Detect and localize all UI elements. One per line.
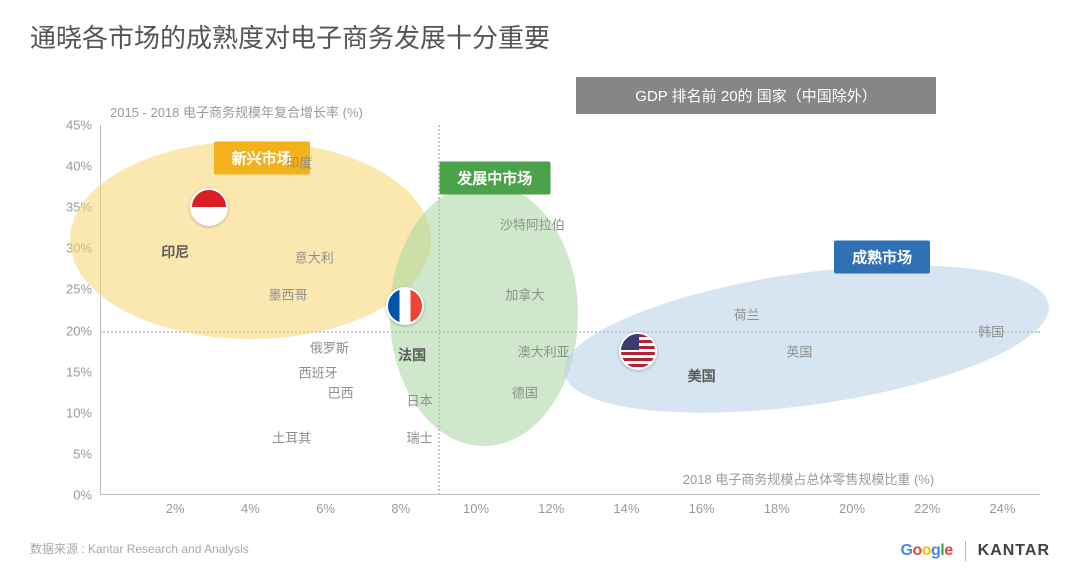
country-label: 荷兰: [734, 305, 760, 324]
y-tick-label: 5%: [52, 446, 92, 461]
country-label: 日本: [407, 391, 433, 410]
country-label: 印度: [286, 153, 312, 172]
x-tick-label: 8%: [391, 501, 410, 516]
country-label: 沙特阿拉伯: [500, 214, 565, 233]
logo-divider: [965, 541, 966, 561]
highlight-label: 法国: [398, 345, 426, 365]
y-axis-title: 2015 - 2018 电子商务规模年复合增长率 (%): [110, 102, 363, 121]
y-tick-label: 40%: [52, 159, 92, 174]
country-label: 西班牙: [299, 362, 338, 381]
y-tick-label: 10%: [52, 405, 92, 420]
highlight-label: 印尼: [161, 242, 189, 262]
x-axis-title: 2018 电子商务规模占总体零售规模比重 (%): [683, 469, 934, 488]
country-label: 土耳其: [272, 428, 311, 447]
flag-france-icon: [386, 287, 424, 325]
y-axis-line: [100, 125, 101, 495]
scatter-chart: 0%5%10%15%20%25%30%35%40%45%2%4%6%8%10%1…: [100, 125, 1040, 495]
kantar-logo: KANTAR: [978, 542, 1050, 560]
page-title: 通晓各市场的成熟度对电子商务发展十分重要: [30, 18, 550, 55]
google-logo: Google: [900, 542, 952, 560]
x-tick-label: 4%: [241, 501, 260, 516]
x-tick-label: 6%: [316, 501, 335, 516]
x-tick-label: 18%: [764, 501, 790, 516]
country-label: 澳大利亚: [518, 342, 570, 361]
x-tick-label: 16%: [689, 501, 715, 516]
country-label: 瑞士: [407, 428, 433, 447]
country-label: 加拿大: [505, 284, 544, 303]
country-label: 英国: [786, 342, 812, 361]
x-tick-label: 12%: [538, 501, 564, 516]
y-tick-label: 25%: [52, 282, 92, 297]
country-label: 俄罗斯: [310, 338, 349, 357]
flag-usa-icon: [619, 332, 657, 370]
x-tick-label: 2%: [166, 501, 185, 516]
x-tick-label: 20%: [839, 501, 865, 516]
y-tick-label: 45%: [52, 118, 92, 133]
region-label-mature: 成熟市场: [834, 240, 930, 273]
footer-logos: Google KANTAR: [900, 541, 1050, 561]
country-label: 韩国: [978, 321, 1004, 340]
country-label: 德国: [512, 383, 538, 402]
x-tick-label: 24%: [989, 501, 1015, 516]
country-label: 意大利: [295, 247, 334, 266]
y-tick-label: 0%: [52, 488, 92, 503]
y-tick-label: 20%: [52, 323, 92, 338]
country-label: 墨西哥: [268, 284, 307, 303]
y-tick-label: 15%: [52, 364, 92, 379]
footer-source: 数据来源 : Kantar Research and Analysis: [30, 540, 249, 557]
x-tick-label: 22%: [914, 501, 940, 516]
x-axis-line: [100, 494, 1040, 495]
region-label-developing: 发展中市场: [439, 162, 550, 195]
x-tick-label: 14%: [613, 501, 639, 516]
flag-indonesia-icon: [190, 188, 228, 226]
highlight-label: 美国: [688, 366, 716, 386]
x-tick-label: 10%: [463, 501, 489, 516]
header-banner: GDP 排名前 20的 国家（中国除外）: [576, 77, 936, 114]
country-label: 巴西: [328, 383, 354, 402]
